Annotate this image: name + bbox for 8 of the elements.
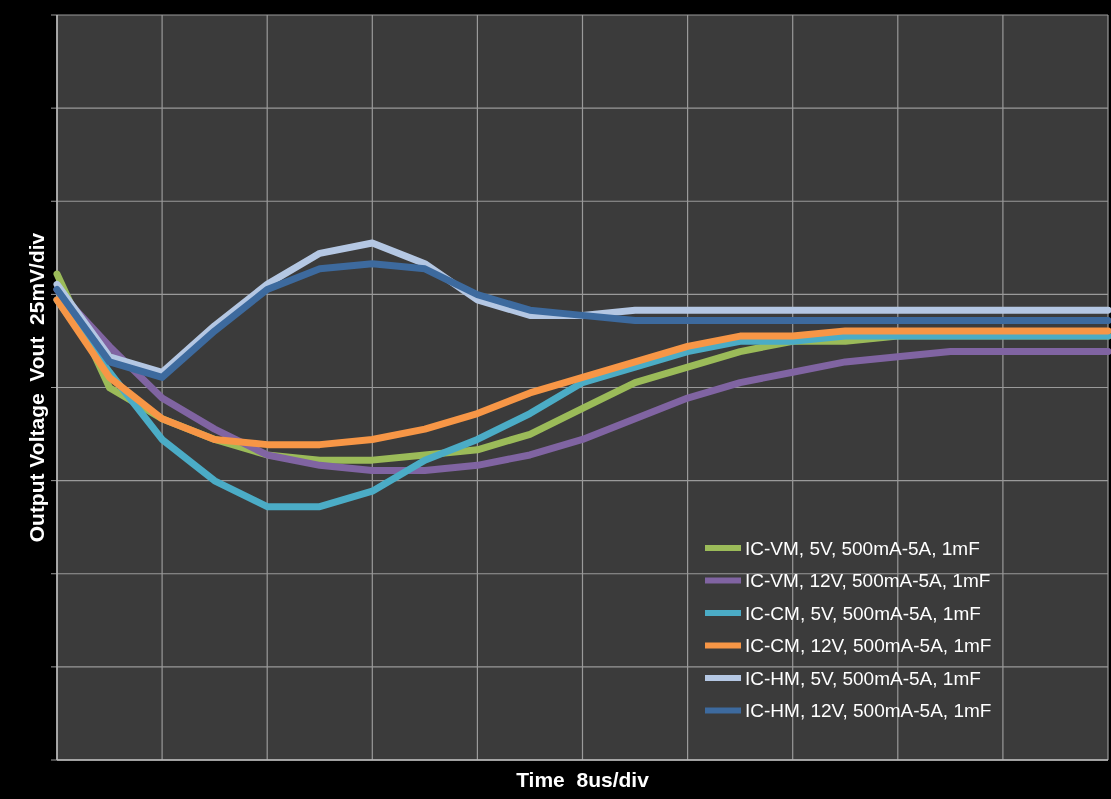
x-axis-title: Time 8us/div bbox=[516, 768, 650, 791]
legend-label: IC-VM, 5V, 500mA-5A, 1mF bbox=[745, 537, 980, 559]
legend-label: IC-CM, 12V, 500mA-5A, 1mF bbox=[745, 635, 992, 657]
legend-label: IC-HM, 12V, 500mA-5A, 1mF bbox=[745, 700, 992, 722]
legend-label: IC-CM, 5V, 500mA-5A, 1mF bbox=[745, 602, 981, 624]
legend-label: IC-HM, 5V, 500mA-5A, 1mF bbox=[745, 667, 981, 689]
legend-label: IC-VM, 12V, 500mA-5A, 1mF bbox=[745, 570, 991, 592]
y-axis-title: Output Voltage Vout 25mV/div bbox=[25, 232, 48, 543]
